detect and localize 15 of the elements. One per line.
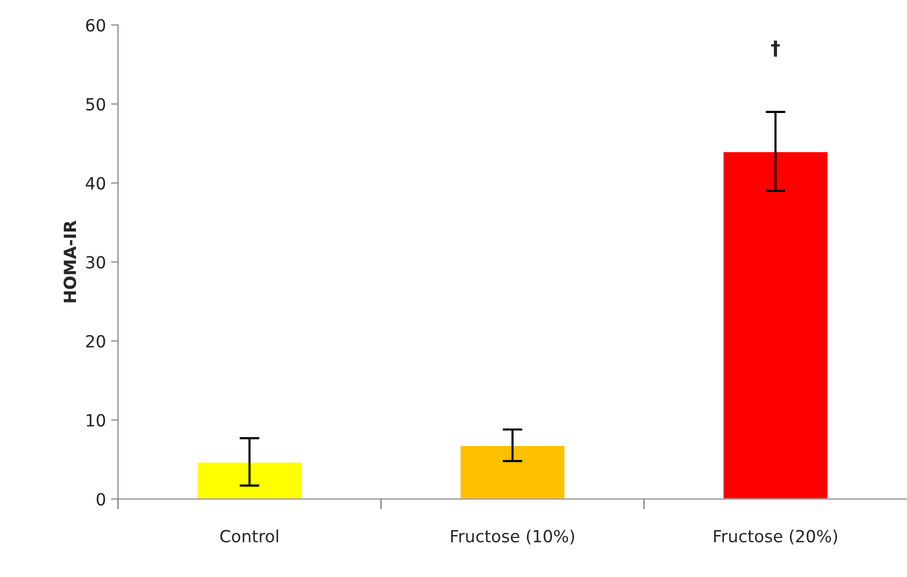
bar [459, 444, 566, 499]
x-tick-label: Fructose (20%) [714, 530, 838, 544]
y-tick-label: 10 [86, 414, 106, 427]
y-axis-title: HOMA-IR [64, 220, 76, 302]
x-tick-label: Fructose (10%) [451, 530, 574, 544]
annotation: † [771, 40, 780, 57]
y-tick-label: 40 [86, 176, 106, 190]
y-tick-label: 60 [86, 18, 106, 32]
x-tick-label: Control [220, 530, 278, 542]
y-tick-label: 0 [96, 492, 106, 506]
bar [196, 461, 303, 499]
y-tick-label: 20 [86, 334, 106, 348]
y-tick-label: 50 [86, 98, 106, 111]
bar [722, 150, 829, 499]
y-tick-label: 30 [86, 256, 106, 269]
